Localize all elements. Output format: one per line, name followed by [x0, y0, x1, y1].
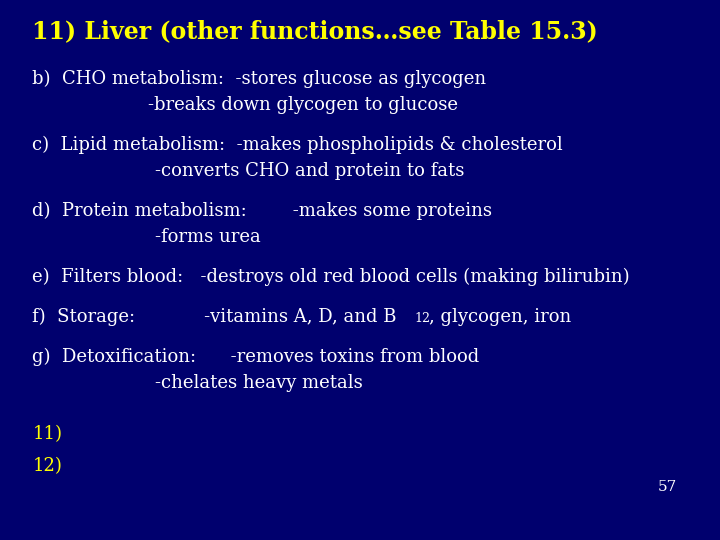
Text: , glycogen, iron: , glycogen, iron [429, 308, 572, 326]
Text: -forms urea: -forms urea [155, 228, 261, 246]
Text: 11) Liver (other functions…see Table 15.3): 11) Liver (other functions…see Table 15.… [32, 19, 598, 43]
Text: f)  Storage:            -vitamins A, D, and B: f) Storage: -vitamins A, D, and B [32, 308, 397, 326]
Text: -converts CHO and protein to fats: -converts CHO and protein to fats [155, 162, 464, 180]
Text: -breaks down glycogen to glucose: -breaks down glycogen to glucose [148, 96, 458, 114]
Text: -chelates heavy metals: -chelates heavy metals [155, 374, 363, 391]
Text: b)  CHO metabolism:  -stores glucose as glycogen: b) CHO metabolism: -stores glucose as gl… [32, 70, 487, 89]
Text: e)  Filters blood:   -destroys old red blood cells (making bilirubin): e) Filters blood: -destroys old red bloo… [32, 268, 630, 286]
Text: d)  Protein metabolism:        -makes some proteins: d) Protein metabolism: -makes some prote… [32, 202, 492, 220]
Text: c)  Lipid metabolism:  -makes phospholipids & cholesterol: c) Lipid metabolism: -makes phospholipid… [32, 136, 563, 154]
Text: g)  Detoxification:      -removes toxins from blood: g) Detoxification: -removes toxins from … [32, 348, 480, 366]
Text: 12: 12 [415, 312, 431, 325]
Text: 12): 12) [32, 457, 62, 475]
Text: 57: 57 [657, 480, 677, 494]
Text: 11): 11) [32, 425, 63, 443]
